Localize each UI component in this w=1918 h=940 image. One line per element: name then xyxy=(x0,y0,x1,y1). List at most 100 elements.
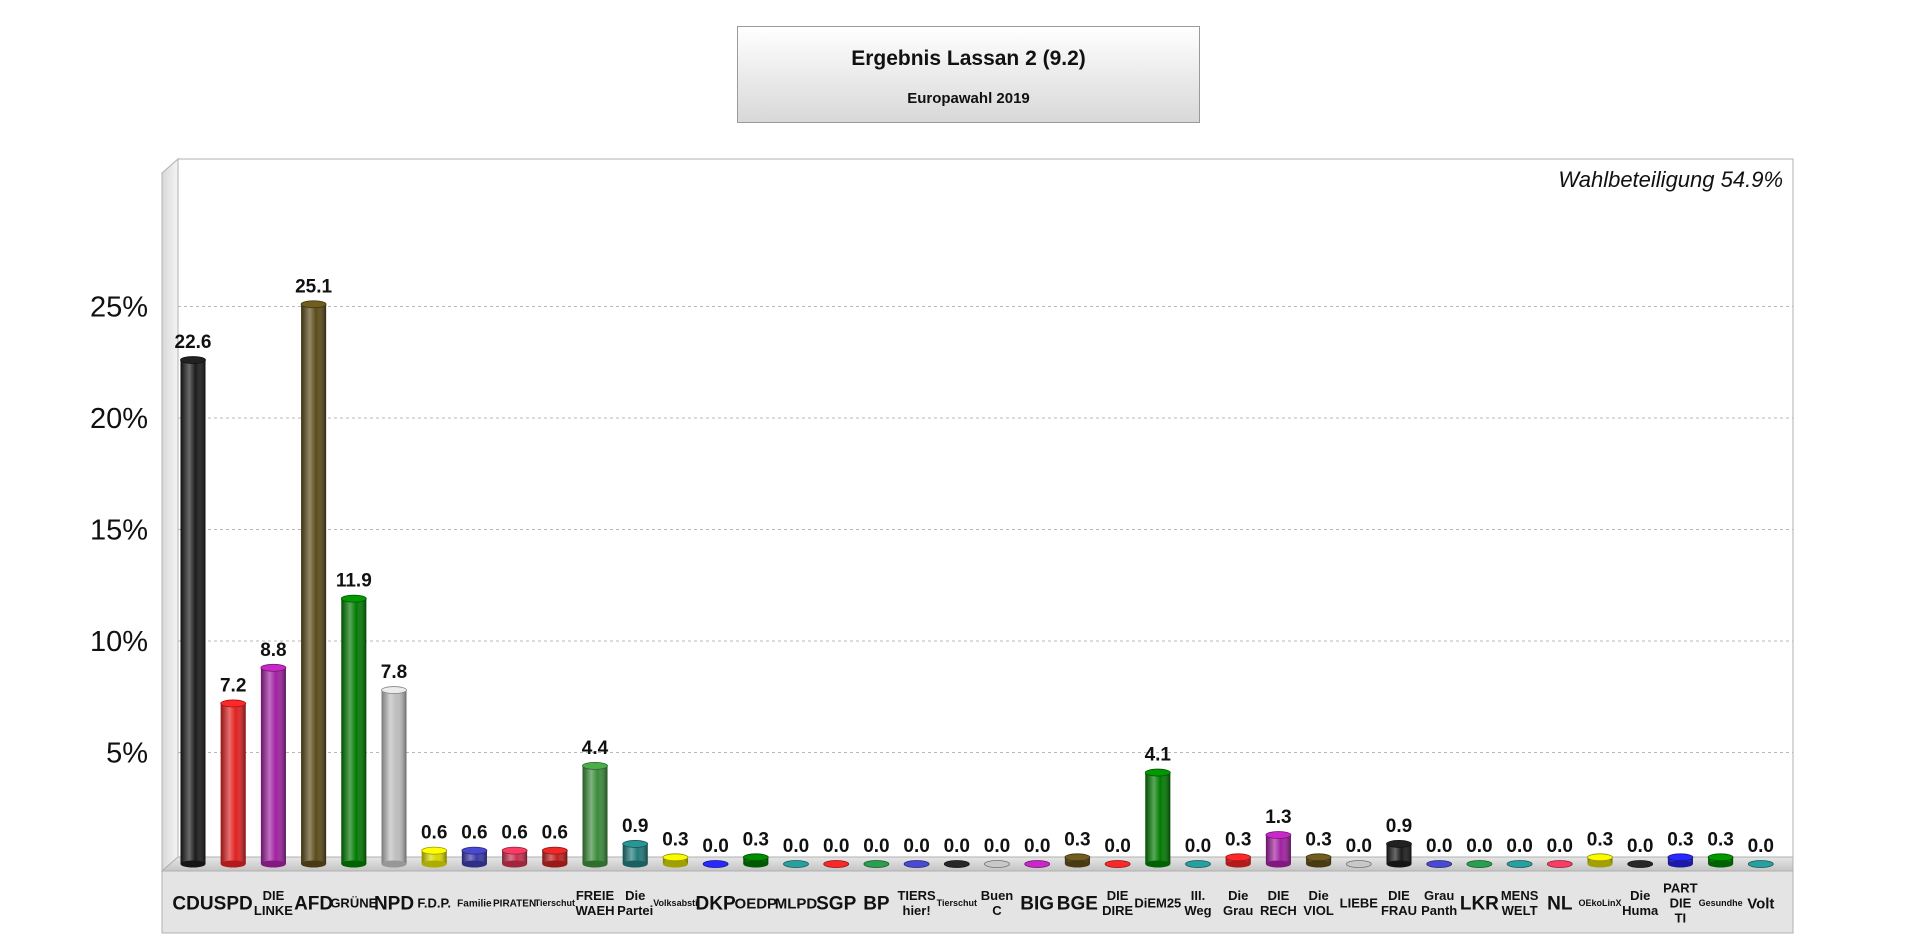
bar xyxy=(702,860,729,868)
category-label: TIERS hier! xyxy=(897,888,936,918)
bar-value-label: 0.0 xyxy=(984,836,1010,857)
y-tick-label: 25% xyxy=(90,292,148,324)
bar xyxy=(220,699,247,868)
category-label: OEDP xyxy=(735,895,778,912)
bar-value-label: 0.0 xyxy=(1748,836,1774,857)
bar-value-label: 0.6 xyxy=(461,823,487,844)
category-label: Volksabsti xyxy=(653,898,697,908)
y-tick-label: 15% xyxy=(90,515,148,547)
bar xyxy=(1466,860,1493,868)
category-label: Tierschut xyxy=(937,898,977,908)
y-tick-label: 5% xyxy=(106,738,148,770)
turnout-annotation: Wahlbeteiligung 54.9% xyxy=(1558,167,1783,192)
category-label: Gesundhe xyxy=(1699,898,1743,908)
category-label: Die Grau xyxy=(1223,888,1253,918)
category-label: DIE LINKE xyxy=(254,888,293,918)
bar xyxy=(340,594,367,868)
category-label: DiEM25 xyxy=(1134,896,1181,911)
bar-value-label: 0.0 xyxy=(903,836,929,857)
bar-value-label: 0.0 xyxy=(783,836,809,857)
bar xyxy=(1707,853,1734,868)
category-label: DKP xyxy=(696,894,736,915)
bar xyxy=(501,846,528,868)
bar-value-label: 0.3 xyxy=(1667,829,1693,850)
bar-value-label: 0.0 xyxy=(1547,836,1573,857)
bar-value-label: 0.3 xyxy=(1707,829,1733,850)
category-label: MENS WELT xyxy=(1501,888,1539,918)
bar xyxy=(1747,860,1774,868)
category-label: Familie xyxy=(457,899,492,910)
bar-value-label: 0.3 xyxy=(1225,829,1251,850)
category-label: CDU xyxy=(172,894,213,915)
bar-value-label: 4.4 xyxy=(582,738,609,759)
bar-value-label: 11.9 xyxy=(336,571,372,592)
category-label: NL xyxy=(1547,894,1573,915)
bar xyxy=(1587,853,1613,868)
bar-value-label: 7.8 xyxy=(381,662,407,683)
bar-value-label: 0.6 xyxy=(421,823,447,844)
bar xyxy=(984,860,1010,868)
chart-subtitle: Europawahl 2019 xyxy=(907,90,1030,107)
bar xyxy=(300,300,327,868)
gridlines xyxy=(178,306,1793,753)
bar-value-label: 0.0 xyxy=(1024,836,1050,857)
bar xyxy=(903,860,930,868)
bar xyxy=(1144,768,1171,868)
bar-value-label: 0.3 xyxy=(1305,829,1331,850)
bar-value-label: 0.3 xyxy=(1587,829,1613,850)
bar-value-label: 0.3 xyxy=(662,829,688,850)
category-label: F.D.P. xyxy=(417,896,451,911)
category-label: BP xyxy=(863,894,890,915)
bar-value-label: 0.0 xyxy=(702,836,728,857)
bar xyxy=(1305,853,1332,868)
bar-value-label: 0.0 xyxy=(1466,836,1492,857)
y-tick-label: 10% xyxy=(90,626,148,658)
bar xyxy=(1225,853,1252,868)
category-label: PIRATEN xyxy=(493,899,536,910)
bar xyxy=(1064,853,1091,868)
bar-value-label: 0.0 xyxy=(1426,836,1452,857)
category-label: BIG xyxy=(1020,894,1054,915)
bar-value-label: 0.0 xyxy=(1185,836,1211,857)
bar xyxy=(180,356,206,868)
bar-value-label: 25.1 xyxy=(295,276,332,297)
y-axis-ticks: 5% 10% 15% 20% 25% xyxy=(90,292,148,770)
bar-value-label: 1.3 xyxy=(1265,807,1291,828)
bar xyxy=(1185,860,1211,868)
bar xyxy=(823,860,850,868)
bar-value-label: 0.3 xyxy=(743,829,769,850)
bar-value-label: 22.6 xyxy=(175,332,212,353)
category-label: AFD xyxy=(294,894,333,915)
category-label: Tierschut xyxy=(535,898,575,908)
bar-value-label: 0.0 xyxy=(944,836,970,857)
bar-value-label: 0.0 xyxy=(823,836,849,857)
bar xyxy=(783,860,809,868)
category-axis-band xyxy=(161,870,1794,934)
bar xyxy=(541,846,568,868)
bar xyxy=(381,686,407,868)
category-label: Grau Panth xyxy=(1421,888,1457,918)
category-label: Die VIOL xyxy=(1303,888,1333,918)
category-label: Buen C xyxy=(981,888,1014,918)
category-label: PART DIE TI xyxy=(1663,881,1697,926)
chart-title: Ergebnis Lassan 2 (9.2) xyxy=(851,47,1086,70)
bar-value-label: 8.8 xyxy=(260,640,286,661)
bar xyxy=(1627,860,1654,868)
category-label: OEkoLinX xyxy=(1578,898,1621,908)
bar xyxy=(742,853,769,868)
category-label: BGE xyxy=(1057,894,1098,915)
category-label: FREIE WAEH xyxy=(576,888,615,918)
category-label: GRÜNE xyxy=(330,896,377,911)
category-label: NPD xyxy=(374,894,414,915)
category-label: LIEBE xyxy=(1340,896,1379,911)
plot-side-wall xyxy=(161,157,179,873)
bar-value-label: 0.6 xyxy=(501,823,527,844)
bars: 22.6 7.2 8.8 25.1 11.9 7.8 0.6 0.6 0.6 0.6 4.4 0.9 0… xyxy=(175,276,1774,868)
bar-value-label: 0.0 xyxy=(863,836,889,857)
bar-value-label: 0.3 xyxy=(1064,829,1090,850)
bar xyxy=(662,853,689,868)
bar xyxy=(1426,860,1453,868)
bar xyxy=(1546,860,1573,868)
y-tick-label: 20% xyxy=(90,403,148,435)
